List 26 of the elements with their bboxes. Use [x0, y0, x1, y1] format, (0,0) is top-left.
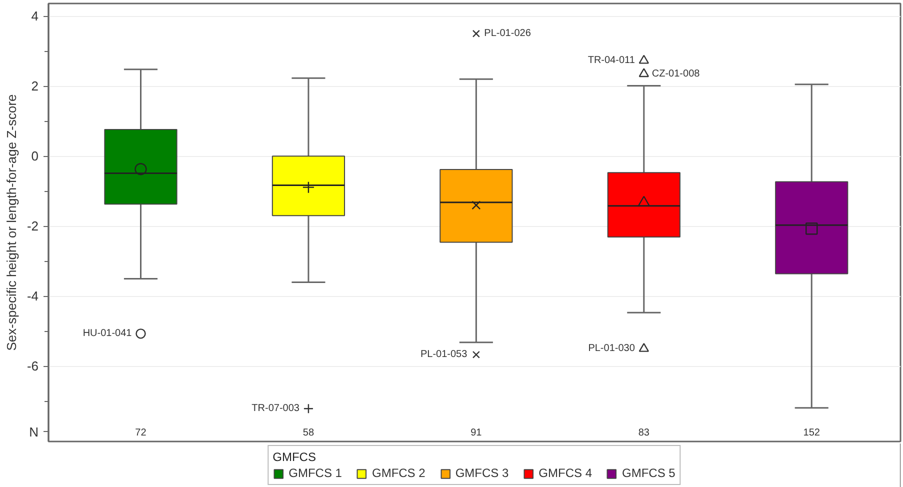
legend-title: GMFCS [272, 450, 317, 464]
annotation: CZ-01-008 [652, 68, 700, 80]
legend-label: GMFCS 3 [455, 466, 509, 480]
annotation: 152 [803, 427, 820, 438]
annotation: 72 [135, 427, 147, 438]
y-tick-label: -2 [26, 218, 39, 234]
y-tick-label: -6 [26, 358, 39, 374]
y-tick-label: -4 [26, 288, 39, 304]
annotation: TR-07-003 [252, 403, 300, 414]
annotation: 91 [470, 427, 482, 438]
y-axis-title: Sex-specific height or length-for-age Z-score [4, 94, 19, 351]
annotation: PL-01-030 [588, 343, 636, 354]
annotation: TR-04-011 [588, 55, 636, 66]
legend-label: GMFCS 2 [372, 466, 426, 480]
legend-label: GMFCS 1 [288, 466, 342, 480]
legend-label: GMFCS 5 [622, 466, 676, 480]
annotation: PL-01-026 [484, 28, 532, 40]
y-tick-label: 4 [31, 8, 39, 24]
annotation: HU-01-041 [82, 328, 132, 340]
annotation: PL-01-053 [420, 349, 468, 360]
annotation: 58 [302, 427, 314, 438]
legend-label: GMFCS 4 [538, 466, 592, 480]
annotation: 83 [638, 427, 650, 438]
text: N [29, 424, 38, 440]
y-tick-label: 0 [31, 148, 39, 164]
y-tick-label: 2 [31, 78, 39, 94]
